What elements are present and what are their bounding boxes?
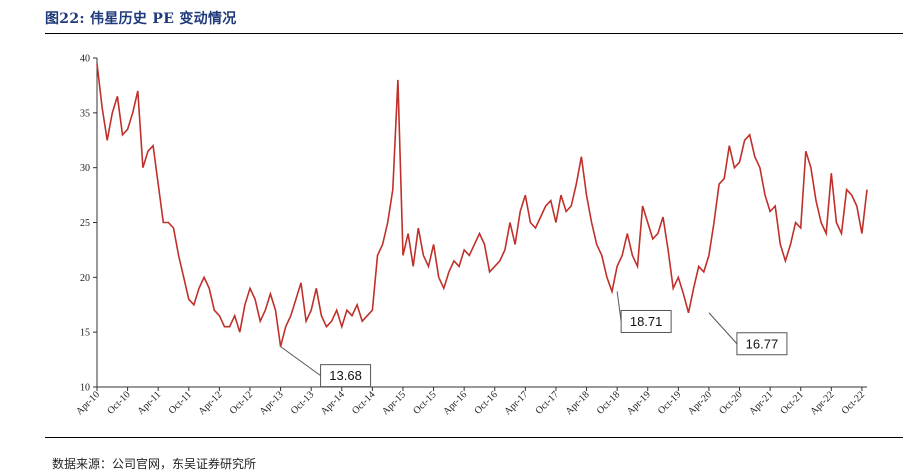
x-tick-label: Oct-14 [350, 389, 377, 416]
y-tick-label: 30 [80, 163, 90, 174]
y-tick-label: 15 [80, 328, 90, 339]
x-tick-label: Oct-20 [717, 389, 744, 416]
annotation-box [736, 332, 788, 356]
x-tick-label: Apr-14 [319, 389, 347, 417]
source-note: 数据来源：公司官网，东吴证券研究所 [52, 457, 257, 471]
annotation-label: 18.71 [630, 314, 663, 329]
x-tick-label: Apr-19 [625, 389, 653, 417]
x-tick-label: Oct-21 [778, 389, 805, 416]
figure-title: 图22: 伟星历史 PE 变动情况 [45, 11, 237, 27]
x-tick-label: Apr-16 [441, 389, 469, 417]
annotation-label: 16.77 [746, 336, 779, 351]
x-tick-label: Oct-15 [411, 389, 438, 416]
x-tick-label: Oct-18 [595, 389, 622, 416]
pe-series-line [96, 63, 868, 347]
annotation-label: 13.68 [329, 368, 362, 383]
annotation-leader [280, 346, 321, 377]
x-tick-label: Oct-10 [105, 389, 132, 416]
annotation-leader [708, 312, 738, 345]
x-tick-label: Oct-22 [840, 389, 867, 416]
x-axis-ticks: Apr-10 Oct-10 Apr-11 Oct-11 Apr-12 Oct-12 Apr-… [74, 387, 867, 417]
x-tick-label: Apr-18 [564, 389, 592, 417]
x-tick-label: Apr-20 [686, 389, 714, 417]
y-tick-label: 35 [80, 108, 90, 119]
annotation-box [320, 364, 372, 388]
top-rule [45, 33, 903, 34]
x-tick-label: Oct-13 [289, 389, 316, 416]
x-tick-label: Apr-17 [502, 389, 530, 417]
x-tick-label: Apr-13 [258, 389, 286, 417]
x-tick-label: Oct-19 [656, 389, 683, 416]
y-tick-label: 25 [80, 218, 90, 229]
annotation-leader [616, 291, 622, 322]
x-tick-label: Apr-22 [808, 389, 836, 417]
x-tick-label: Apr-11 [136, 389, 164, 417]
x-tick-label: Oct-11 [167, 389, 194, 416]
x-tick-label: Oct-17 [534, 389, 561, 416]
x-tick-label: Apr-15 [380, 389, 408, 417]
annotation-box [620, 309, 672, 333]
y-tick-label: 20 [80, 273, 90, 284]
x-tick-label: Oct-16 [472, 389, 499, 416]
annotations: 13.68 18.71 16.77 [280, 291, 788, 388]
x-tick-label: Apr-10 [74, 389, 102, 417]
x-tick-label: Apr-21 [747, 389, 775, 417]
y-axis-ticks: 10 15 20 25 30 35 40 [80, 54, 97, 394]
bottom-rule [45, 437, 903, 438]
x-tick-label: Oct-12 [228, 389, 255, 416]
y-tick-label: 10 [80, 383, 90, 394]
x-tick-label: Apr-12 [196, 389, 224, 417]
y-tick-label: 40 [80, 54, 90, 65]
